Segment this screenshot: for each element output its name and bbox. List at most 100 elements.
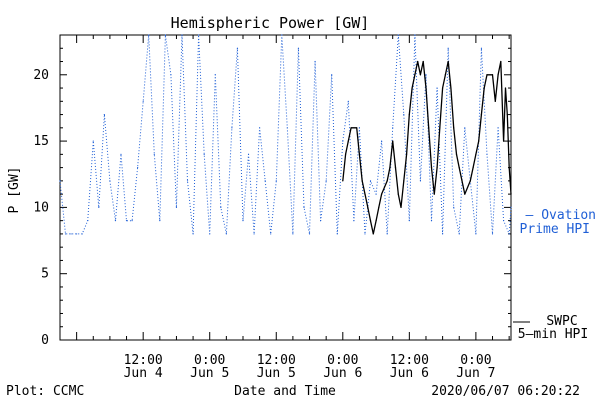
series-1-point: [367, 206, 369, 208]
series-0-point: [397, 34, 399, 36]
series-1-point: [472, 167, 474, 169]
series-1-point: [389, 167, 391, 169]
series-1-point: [480, 113, 483, 116]
series-0-point: [425, 74, 427, 76]
series-1-point: [394, 167, 397, 169]
y-tick-label: 20: [33, 68, 49, 83]
series-0-point: [336, 233, 338, 235]
series-0-point: [125, 220, 128, 222]
series-0-point: [153, 153, 155, 155]
series-1-point: [350, 127, 352, 129]
x-tick-time-label: 12:00: [390, 353, 429, 368]
x-tick-date-label: Jun 6: [390, 366, 429, 381]
series-0-point: [170, 74, 172, 76]
series-0-point: [458, 233, 460, 235]
series-0-point: [264, 180, 266, 182]
series-1-point: [425, 87, 427, 89]
series-1-point: [491, 74, 494, 76]
series-1-point: [458, 167, 460, 169]
series-0-point: [447, 47, 449, 49]
series-1-point: [397, 193, 399, 195]
series-1-point: [508, 167, 510, 169]
series-0-point: [242, 220, 244, 222]
series-0-point: [225, 233, 227, 235]
series-0-point: [392, 127, 394, 129]
series-0-point: [375, 193, 377, 195]
series-1-point: [444, 74, 446, 76]
series-0-point: [92, 140, 94, 142]
x-tick-time-label: 0:00: [194, 353, 225, 368]
series-1-point: [455, 153, 458, 155]
series-0-point: [76, 233, 78, 235]
series-line-0: [59, 34, 512, 235]
x-tick-date-label: Jun 7: [456, 366, 495, 381]
series-0-point: [247, 153, 250, 155]
series-0-point: [303, 206, 305, 208]
series-0-point: [270, 233, 272, 235]
x-tick-date-label: Jun 5: [190, 366, 229, 381]
series-0-point: [442, 233, 444, 235]
series-0-point: [164, 34, 166, 36]
series-1-point: [478, 140, 480, 142]
series-0-point: [386, 233, 388, 235]
legend-ovation-line2: Prime HPI: [520, 222, 590, 237]
series-0-point: [464, 127, 466, 129]
series-1-point: [486, 74, 488, 76]
series-0-point: [369, 180, 372, 182]
series-1-point: [428, 127, 430, 129]
series-0-point: [214, 74, 216, 76]
series-0-point: [142, 100, 144, 102]
series-0-point: [453, 206, 455, 208]
series-0-point: [220, 206, 222, 208]
series-0-point: [414, 34, 416, 36]
series-1-point: [378, 206, 380, 208]
series-0-point: [159, 220, 161, 222]
series-1-point: [364, 193, 366, 195]
series-1-point: [447, 60, 449, 63]
series-0-point: [236, 47, 239, 49]
series-0-point: [430, 220, 433, 222]
series-0-point: [275, 180, 277, 182]
series-1-point: [475, 153, 477, 155]
series-0-point: [281, 34, 283, 36]
series-0-point: [253, 233, 255, 235]
series-0-point: [109, 180, 111, 182]
series-1-point: [344, 153, 347, 155]
series-1-point: [361, 180, 363, 182]
series-0-point: [114, 220, 117, 222]
series-0-point: [508, 233, 510, 235]
series-1-point: [497, 74, 499, 76]
series-0-point: [148, 34, 150, 36]
series-1-point: [433, 193, 435, 195]
series-1-point: [469, 180, 471, 182]
series-1-point: [411, 87, 413, 89]
series-0-point: [131, 220, 133, 222]
series-0-point: [486, 153, 488, 155]
series-1-point: [439, 127, 441, 129]
chart-title: Hemispheric Power [GW]: [171, 14, 370, 32]
x-axis-label: Date and Time: [234, 384, 336, 399]
series-0-point: [314, 60, 316, 63]
series-0-point: [231, 127, 233, 129]
series-1-point: [494, 100, 496, 102]
series-1-point: [483, 87, 485, 89]
series-0-point: [510, 206, 512, 208]
series-0-point: [87, 220, 89, 222]
series-0-point: [381, 140, 383, 142]
series-0-point: [408, 220, 410, 222]
x-tick-date-label: Jun 4: [124, 366, 163, 381]
series-0-point: [475, 233, 477, 235]
x-tick-time-label: 0:00: [327, 353, 358, 368]
series-1-point: [400, 206, 402, 208]
footer-timestamp: 2020/06/07 06:20:22: [431, 384, 580, 399]
x-tick-time-label: 12:00: [257, 353, 296, 368]
series-1-point: [347, 140, 349, 142]
series-0-point: [103, 113, 105, 116]
series-1-point: [503, 140, 505, 142]
series-0-point: [292, 233, 294, 235]
series-0-point: [419, 180, 422, 182]
series-1-point: [375, 220, 377, 222]
legend-swpc-line2: 5—min HPI: [518, 327, 588, 342]
series-0-point: [70, 233, 72, 235]
series-0-point: [98, 206, 100, 208]
